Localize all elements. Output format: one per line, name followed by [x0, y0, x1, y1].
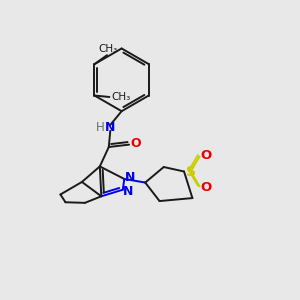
Text: H: H: [96, 121, 105, 134]
Text: N: N: [124, 171, 135, 184]
Text: N: N: [123, 185, 134, 198]
Text: N: N: [105, 121, 116, 134]
Text: CH₃: CH₃: [111, 92, 130, 102]
Text: CH₃: CH₃: [99, 44, 118, 54]
Text: O: O: [130, 136, 141, 150]
Text: S: S: [186, 164, 196, 178]
Text: O: O: [200, 148, 212, 162]
Text: O: O: [200, 182, 212, 194]
